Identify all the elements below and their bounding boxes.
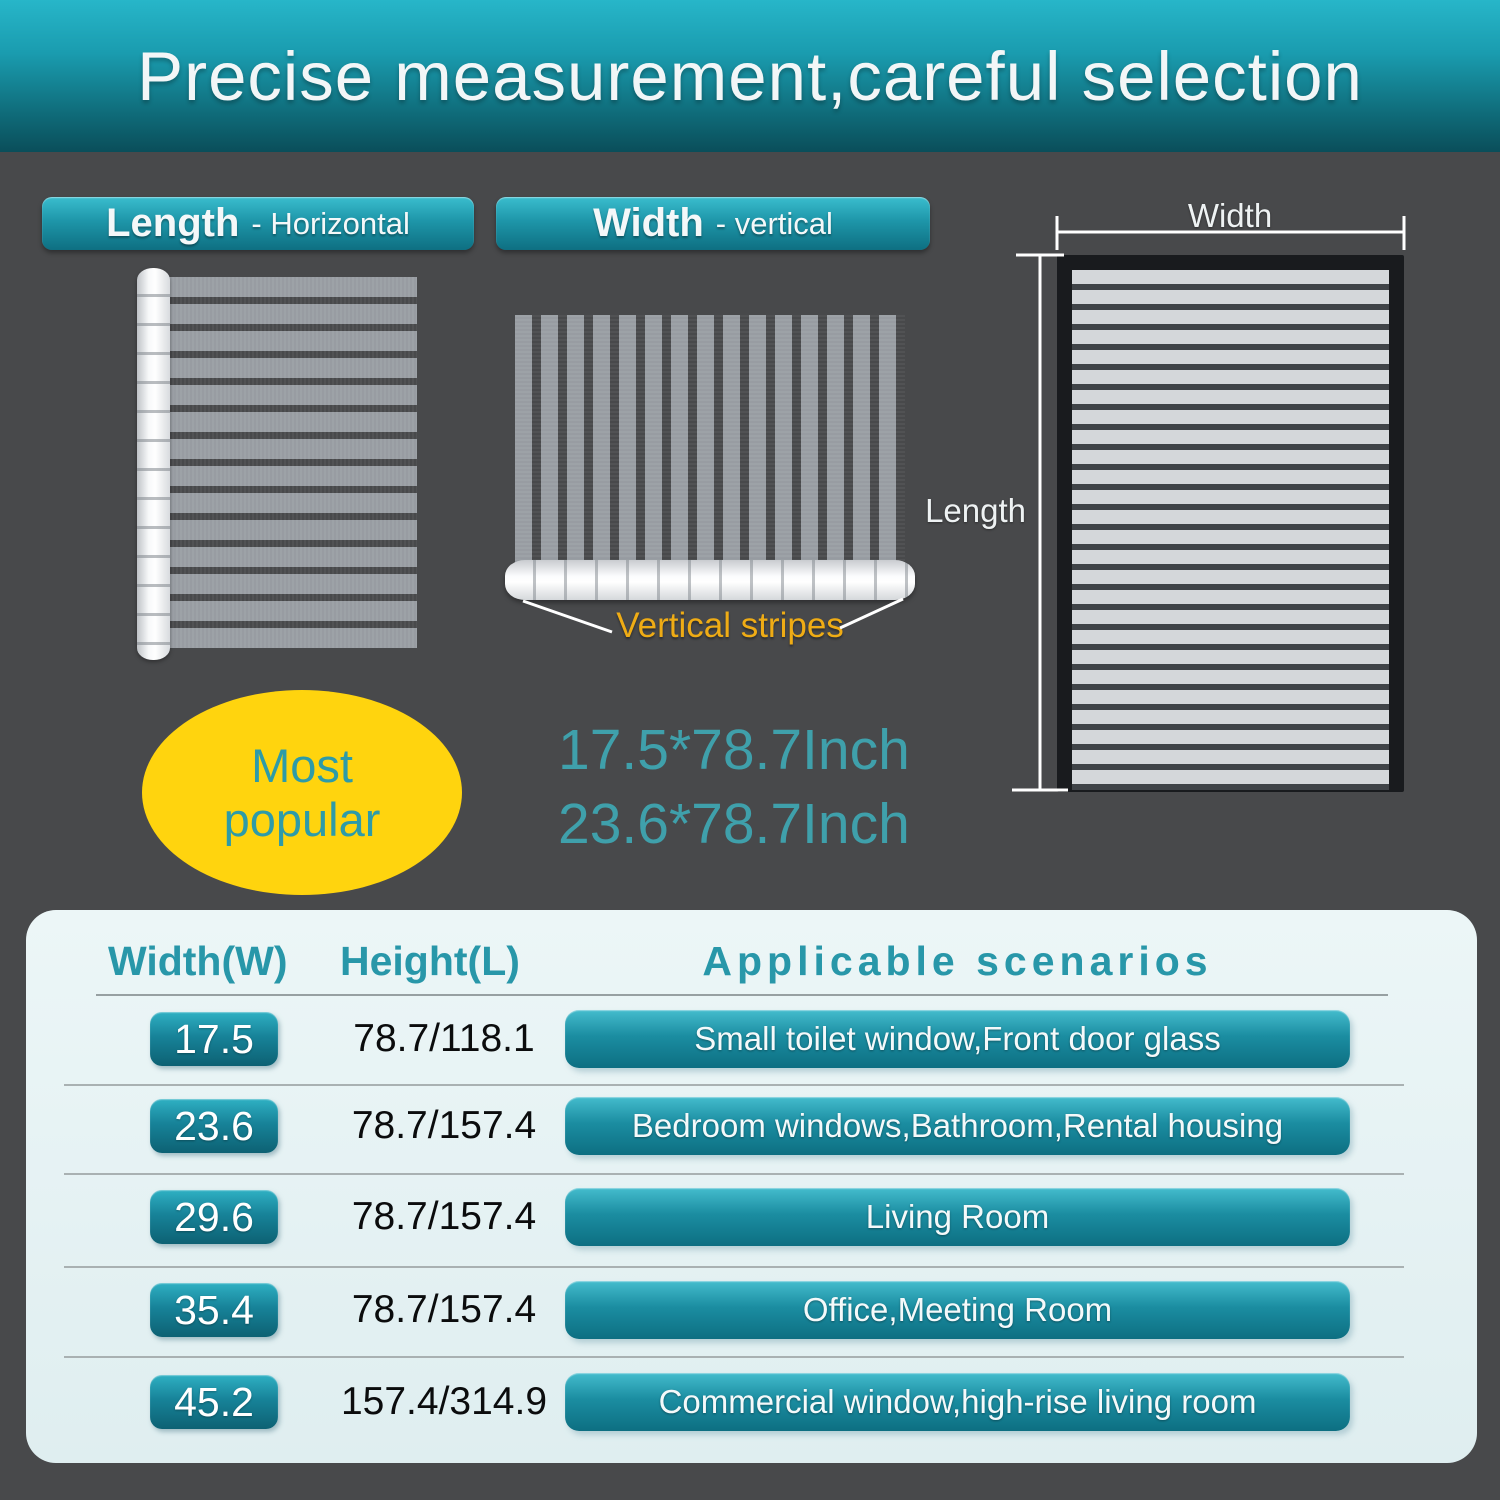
table-row: 35.4 78.7/157.4 Office,Meeting Room <box>26 1281 1477 1339</box>
header-divider <box>96 994 1388 996</box>
vertical-stripes-film <box>515 315 905 570</box>
window-length-label: Length <box>925 492 1026 529</box>
col-header-width: Width(W) <box>108 938 288 984</box>
size-option-2: 23.6*78.7Inch <box>558 792 910 856</box>
height-value: 78.7/157.4 <box>351 1195 537 1238</box>
popular-sizes: 17.5*78.7Inch 23.6*78.7Inch <box>558 713 910 861</box>
width-value-badge: 29.6 <box>150 1190 278 1244</box>
scenario-banner: Commercial window,high-rise living room <box>565 1373 1350 1431</box>
length-banner-sub: - Horizontal <box>251 205 410 241</box>
window-glass-stripes <box>1072 270 1389 790</box>
scenario-banner: Bedroom windows,Bathroom,Rental housing <box>565 1097 1350 1155</box>
width-value-badge: 35.4 <box>150 1283 278 1337</box>
height-value: 78.7/157.4 <box>351 1288 537 1331</box>
width-value-badge: 45.2 <box>150 1375 278 1429</box>
most-popular-line2: popular <box>223 792 381 846</box>
col-header-height: Height(L) <box>340 938 520 984</box>
col-header-scenarios: Applicable scenarios <box>702 938 1213 984</box>
width-banner-sub: - vertical <box>715 205 833 241</box>
title-banner: Precise measurement,careful selection <box>0 0 1500 152</box>
width-vertical-banner: Width - vertical <box>496 197 930 250</box>
width-value-badge: 17.5 <box>150 1012 278 1066</box>
row-divider <box>64 1356 1404 1358</box>
scenario-banner: Living Room <box>565 1188 1350 1246</box>
vertical-stripes-label: Vertical stripes <box>616 606 844 645</box>
row-divider <box>64 1084 1404 1086</box>
table-row: 17.5 78.7/118.1 Small toilet window,Fron… <box>26 1010 1477 1068</box>
size-option-1: 17.5*78.7Inch <box>558 718 910 782</box>
width-value-badge: 23.6 <box>150 1099 278 1153</box>
film-roll-vertical <box>137 268 170 660</box>
height-value: 157.4/314.9 <box>340 1380 548 1423</box>
height-value: 78.7/118.1 <box>353 1017 535 1060</box>
table-row: 45.2 157.4/314.9 Commercial window,high-… <box>26 1373 1477 1431</box>
most-popular-line1: Most <box>251 738 353 792</box>
size-table-card: Width(W) Height(L) Applicable scenarios … <box>26 910 1477 1463</box>
row-divider <box>64 1173 1404 1175</box>
most-popular-badge: Most popular <box>142 690 462 895</box>
scenario-banner: Office,Meeting Room <box>565 1281 1350 1339</box>
scenario-banner: Small toilet window,Front door glass <box>565 1010 1350 1068</box>
page-title: Precise measurement,careful selection <box>137 37 1363 115</box>
row-divider <box>64 1266 1404 1268</box>
horizontal-stripes-film <box>168 277 417 648</box>
window-width-label: Width <box>1187 197 1273 234</box>
table-row: 23.6 78.7/157.4 Bedroom windows,Bathroom… <box>26 1097 1477 1155</box>
length-horizontal-banner: Length - Horizontal <box>42 197 474 250</box>
height-value: 78.7/157.4 <box>351 1104 537 1147</box>
table-row: 29.6 78.7/157.4 Living Room <box>26 1188 1477 1246</box>
film-roll-horizontal <box>505 560 915 600</box>
window-diagram <box>1057 255 1404 792</box>
width-banner-main: Width <box>593 201 704 245</box>
length-banner-main: Length <box>106 201 240 245</box>
